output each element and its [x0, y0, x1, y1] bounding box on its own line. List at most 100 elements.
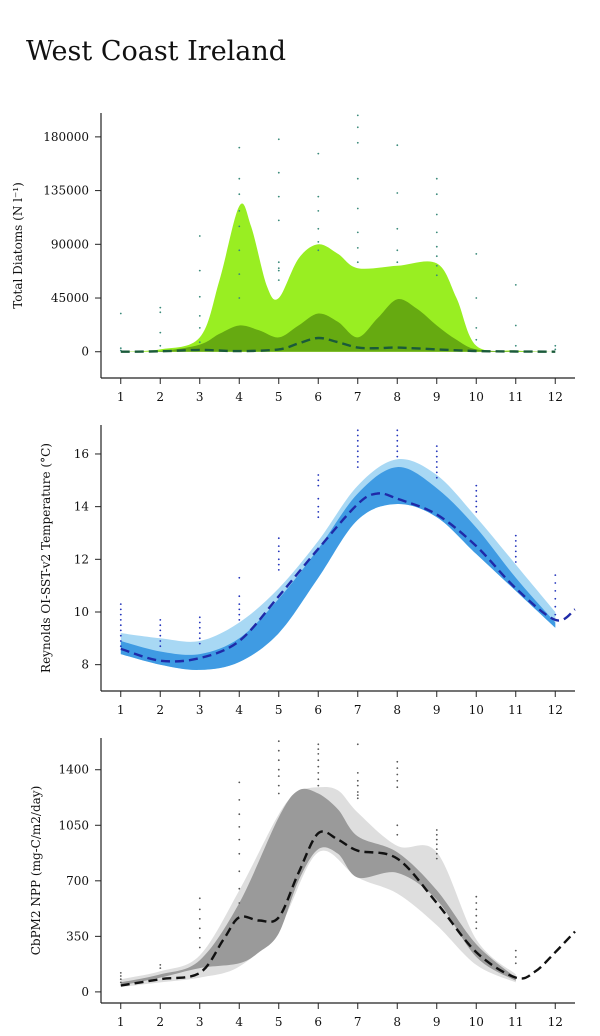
- data-point: [554, 605, 557, 608]
- x-tick-label: 5: [275, 703, 283, 717]
- data-point: [238, 902, 241, 904]
- data-point: [396, 249, 399, 252]
- median-line: [120, 336, 556, 353]
- data-point: [198, 616, 201, 619]
- x-tick-label: 1: [117, 1015, 125, 1029]
- data-point: [356, 772, 359, 774]
- data-point: [356, 261, 359, 264]
- data-point: [238, 595, 241, 598]
- data-point: [514, 534, 517, 537]
- data-point: [356, 461, 359, 463]
- data-point: [277, 545, 280, 547]
- data-point: [514, 962, 517, 965]
- y-tick-label: 180000: [43, 130, 89, 144]
- data-point: [435, 833, 438, 836]
- data-point: [396, 261, 399, 264]
- data-point: [356, 247, 359, 249]
- data-point: [277, 279, 280, 281]
- data-point: [238, 838, 241, 841]
- data-point: [514, 949, 517, 952]
- data-point: [159, 964, 162, 966]
- data-point: [238, 603, 241, 605]
- x-tick-label: 7: [354, 1015, 362, 1029]
- data-point: [119, 981, 122, 984]
- data-point: [554, 344, 557, 347]
- data-point: [396, 192, 399, 194]
- data-point: [554, 590, 557, 592]
- data-point: [277, 138, 280, 141]
- data-point: [356, 466, 359, 468]
- data-point: [277, 219, 280, 222]
- data-point: [277, 537, 280, 540]
- data-point: [554, 582, 557, 584]
- x-tick-label: 7: [354, 703, 362, 717]
- data-point: [119, 640, 122, 642]
- data-point: [514, 344, 517, 347]
- data-point: [554, 613, 557, 616]
- data-point: [317, 152, 320, 155]
- data-point: [198, 621, 201, 624]
- data-point: [238, 826, 241, 828]
- data-point: [317, 505, 320, 508]
- x-tick-label: 6: [314, 390, 322, 404]
- data-point: [277, 740, 280, 743]
- data-point: [119, 645, 122, 648]
- data-point: [356, 429, 359, 432]
- data-point: [119, 347, 122, 350]
- x-tick-label: 6: [314, 1015, 322, 1029]
- data-point: [198, 927, 201, 930]
- data-point: [514, 284, 517, 286]
- data-point: [435, 213, 438, 216]
- data-point: [396, 786, 399, 789]
- data-point: [317, 227, 320, 230]
- data-point: [435, 177, 438, 180]
- inner-band: [120, 298, 556, 352]
- data-point: [277, 759, 280, 762]
- data-point: [238, 576, 241, 579]
- data-point: [277, 569, 280, 571]
- data-point: [159, 645, 162, 648]
- data-point: [435, 255, 438, 258]
- data-point: [317, 784, 320, 787]
- y-tick-label: 700: [66, 874, 89, 888]
- data-point: [198, 626, 201, 629]
- data-point: [396, 455, 399, 458]
- data-point: [317, 753, 320, 755]
- data-point: [238, 193, 241, 196]
- data-point: [198, 908, 201, 911]
- data-point: [277, 267, 280, 270]
- data-point: [356, 450, 359, 453]
- data-point: [119, 978, 122, 981]
- data-point: [475, 253, 478, 255]
- data-point: [435, 852, 438, 855]
- x-tick-label: 5: [275, 1015, 283, 1029]
- data-point: [435, 445, 438, 447]
- data-point: [238, 225, 241, 228]
- data-point: [198, 269, 201, 272]
- data-point: [435, 274, 438, 277]
- data-point: [356, 434, 359, 437]
- data-point: [514, 545, 517, 547]
- data-point: [159, 624, 162, 627]
- data-point: [475, 927, 478, 930]
- data-point: [356, 177, 359, 180]
- data-point: [514, 540, 517, 542]
- data-point: [396, 439, 399, 442]
- data-point: [356, 231, 359, 234]
- x-tick-label: 8: [393, 703, 401, 717]
- y-tick-label: 10: [74, 605, 89, 619]
- y-tick-label: 16: [74, 447, 89, 461]
- data-point: [159, 306, 162, 309]
- data-point: [159, 344, 162, 347]
- data-point: [119, 603, 122, 605]
- data-point: [317, 759, 320, 762]
- data-point: [435, 843, 438, 846]
- x-tick-label: 4: [235, 1015, 243, 1029]
- data-point: [396, 450, 399, 453]
- data-point: [159, 619, 162, 621]
- data-point: [198, 637, 201, 640]
- x-tick-label: 9: [433, 703, 441, 717]
